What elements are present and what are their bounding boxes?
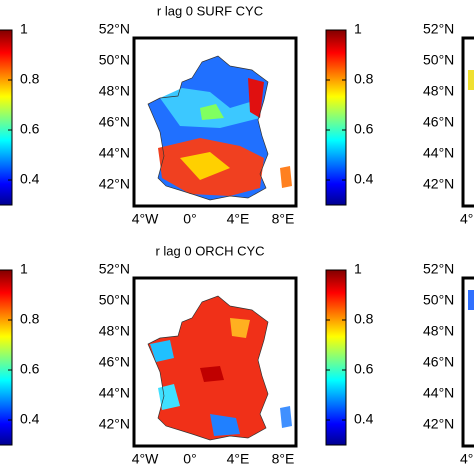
lon-label: 4°E: [227, 211, 250, 227]
colorbar-tick-label: 0.6: [20, 361, 40, 377]
lat-label: 42°N: [423, 416, 454, 432]
lat-label: 48°N: [423, 323, 454, 339]
lon-label: 4°W: [132, 211, 159, 227]
lat-label: 44°N: [99, 145, 130, 161]
lat-label: 48°N: [423, 83, 454, 99]
lat-label: 50°N: [99, 292, 130, 308]
lat-label: 46°N: [423, 354, 454, 370]
colorbar-tick-label: 0.8: [20, 311, 40, 327]
colorbar-tick-label: 1: [20, 21, 28, 37]
lat-label: 50°N: [423, 292, 454, 308]
lon-label: 8°E: [272, 211, 295, 227]
colorbar-tick-label: 0.6: [354, 121, 374, 137]
lat-label: 42°N: [423, 176, 454, 192]
colorbar-tick-label: 0.4: [20, 411, 40, 427]
colorbar-tick-label: 0.4: [354, 171, 374, 187]
maps: [147, 40, 474, 441]
map-title: r lag 0 ORCH CYC: [155, 243, 264, 258]
lat-label: 44°N: [99, 385, 130, 401]
colorbar-tick-label: 0.8: [354, 71, 374, 87]
lat-label: 46°N: [99, 354, 130, 370]
lon-label: 0°: [183, 451, 196, 467]
lat-label: 50°N: [99, 52, 130, 68]
lat-label: 52°N: [423, 21, 454, 37]
lon-label: 8°E: [272, 451, 295, 467]
lat-label: 48°N: [99, 83, 130, 99]
lon-label: 4°W: [132, 451, 159, 467]
colorbar-tick-label: 1: [354, 261, 362, 277]
map-right: [466, 40, 474, 310]
colorbar: [0, 29, 13, 206]
lat-label: 52°N: [99, 21, 130, 37]
colorbar-tick-label: 0.4: [20, 171, 40, 187]
colorbar-tick-label: 1: [20, 261, 28, 277]
lat-label: 44°N: [423, 385, 454, 401]
lat-label: 46°N: [99, 114, 130, 130]
colorbar-tick-label: 0.6: [354, 361, 374, 377]
map-surf: [147, 55, 292, 201]
frames: [132, 36, 474, 448]
lat-label: 52°N: [423, 261, 454, 277]
map-title: r lag 0 SURF CYC: [157, 3, 263, 18]
lat-label: 42°N: [99, 416, 130, 432]
lat-label: 48°N: [99, 323, 130, 339]
lat-label: 50°N: [423, 52, 454, 68]
colorbar-tick-label: 0.4: [354, 411, 374, 427]
colorbar: [325, 29, 347, 206]
lat-label: 52°N: [99, 261, 130, 277]
colorbar-tick-label: 0.6: [20, 121, 40, 137]
map-orch: [147, 295, 292, 441]
lat-label: 46°N: [423, 114, 454, 130]
lon-label: 4°: [460, 451, 473, 467]
colorbar: [325, 269, 347, 446]
colorbar: [0, 269, 13, 446]
lon-label: 4°: [460, 211, 473, 227]
lat-label: 44°N: [423, 145, 454, 161]
colorbar-tick-label: 0.8: [354, 311, 374, 327]
colorbar-tick-label: 0.8: [20, 71, 40, 87]
lon-label: 4°E: [227, 451, 250, 467]
lon-label: 0°: [183, 211, 196, 227]
lat-label: 42°N: [99, 176, 130, 192]
colorbar-tick-label: 1: [354, 21, 362, 37]
